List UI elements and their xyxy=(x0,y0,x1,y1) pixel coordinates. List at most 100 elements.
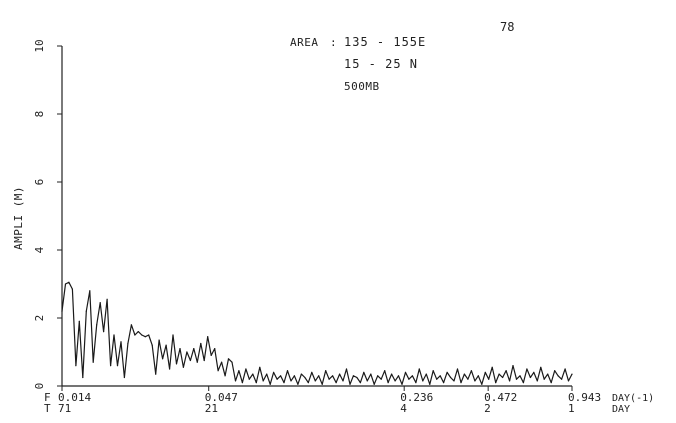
data-point xyxy=(280,375,282,377)
data-point xyxy=(89,290,91,292)
area-label: AREA xyxy=(290,36,319,49)
data-point xyxy=(273,371,275,373)
data-point xyxy=(505,370,507,372)
data-point xyxy=(474,380,476,382)
data-point xyxy=(193,348,195,350)
data-point xyxy=(141,334,143,336)
data-point xyxy=(82,376,84,379)
data-point xyxy=(436,378,438,380)
data-point xyxy=(543,378,545,380)
data-point xyxy=(557,375,559,377)
data-point xyxy=(158,339,160,341)
data-point xyxy=(99,302,101,304)
freq-row-prefix: F xyxy=(44,391,51,404)
series-line xyxy=(61,281,573,385)
data-point xyxy=(384,370,386,372)
data-point xyxy=(148,334,150,336)
data-point xyxy=(547,373,549,375)
data-point xyxy=(276,378,278,380)
data-point xyxy=(300,373,302,375)
y-tick-label: 10 xyxy=(33,39,46,52)
freq-unit-label: DAY(-1) xyxy=(612,393,654,404)
data-point xyxy=(529,376,532,379)
data-point xyxy=(311,371,313,373)
data-point xyxy=(123,376,125,379)
data-point xyxy=(429,383,431,385)
y-tick-label: 2 xyxy=(33,315,46,322)
data-point xyxy=(533,371,535,373)
data-point xyxy=(456,368,459,370)
page-number: 78 xyxy=(500,20,514,34)
data-point xyxy=(269,383,271,385)
data-point xyxy=(71,288,73,290)
data-point xyxy=(231,361,233,363)
data-point xyxy=(130,324,132,326)
data-point xyxy=(151,344,153,346)
annotation-block: AREA : 135 - 155E 15 - 25 N 500MB xyxy=(290,35,426,93)
y-tick-label: 4 xyxy=(33,246,46,253)
data-point xyxy=(460,382,462,384)
data-point xyxy=(255,382,257,384)
data-point xyxy=(137,331,139,333)
data-point xyxy=(328,378,330,380)
data-point xyxy=(227,358,230,360)
data-point xyxy=(262,380,264,382)
data-point xyxy=(432,370,434,372)
data-point xyxy=(425,373,427,375)
data-point xyxy=(345,368,348,370)
data-point xyxy=(550,382,552,384)
data-point xyxy=(155,373,157,375)
data-point xyxy=(134,334,136,336)
data-point xyxy=(342,380,344,382)
data-point xyxy=(248,378,250,380)
period-unit-label: DAY xyxy=(612,404,630,415)
data-point xyxy=(189,359,191,362)
data-point xyxy=(335,382,337,384)
data-point xyxy=(207,336,209,338)
data-point xyxy=(259,366,261,368)
area-label-colon: : xyxy=(330,36,337,49)
data-point xyxy=(68,281,70,283)
data-point xyxy=(484,371,486,373)
data-point xyxy=(366,380,368,382)
x-tick-label-period: 21 xyxy=(205,402,218,415)
data-point xyxy=(481,383,483,385)
data-point xyxy=(377,375,379,377)
x-tick-label-freq: 0.472 xyxy=(484,391,517,404)
area-value: 135 - 155E xyxy=(344,35,426,49)
series-group xyxy=(61,281,573,385)
data-point xyxy=(318,375,320,377)
data-point xyxy=(391,373,393,375)
y-tick-label: 8 xyxy=(33,111,46,118)
data-point xyxy=(394,380,396,382)
data-point xyxy=(314,380,316,382)
data-point xyxy=(554,370,556,372)
data-point xyxy=(470,370,472,372)
data-point xyxy=(467,378,469,380)
data-point xyxy=(297,383,299,385)
data-point xyxy=(463,373,465,375)
data-point xyxy=(488,378,490,380)
data-point xyxy=(498,373,500,375)
y-tick-label: 0 xyxy=(33,383,46,390)
x-tick-label-freq: 0.047 xyxy=(205,391,238,404)
data-point xyxy=(120,341,122,343)
data-point xyxy=(339,373,341,375)
data-point xyxy=(422,380,424,382)
data-point xyxy=(210,354,212,356)
data-point xyxy=(200,342,202,345)
data-point xyxy=(162,358,164,360)
data-point xyxy=(404,371,407,373)
data-point xyxy=(116,365,119,367)
data-point xyxy=(179,348,181,350)
data-point xyxy=(408,378,410,380)
data-point xyxy=(349,383,351,385)
data-point xyxy=(397,375,400,377)
data-point xyxy=(214,348,216,350)
x-tick-label-period: 4 xyxy=(400,402,407,415)
data-point xyxy=(182,366,184,368)
data-point xyxy=(515,378,518,380)
data-point xyxy=(477,375,479,377)
data-point xyxy=(224,375,226,377)
